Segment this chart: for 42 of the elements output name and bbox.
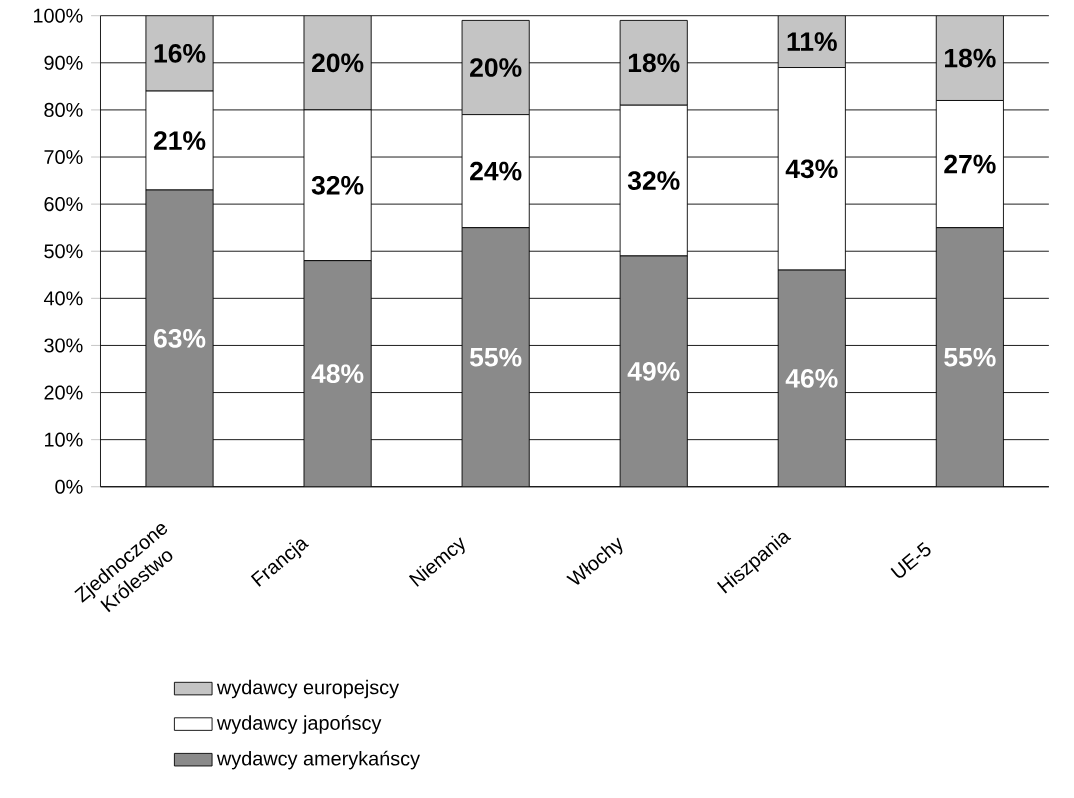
bar xyxy=(777,269,846,487)
y-tick-label: 20% xyxy=(44,385,83,400)
data-label: 48% xyxy=(311,364,364,384)
data-label: 63% xyxy=(153,329,206,348)
bar xyxy=(619,255,688,487)
y-tick-label: 0% xyxy=(55,479,83,494)
data-label: 32% xyxy=(311,176,364,195)
data-label: 20% xyxy=(312,53,364,73)
bar xyxy=(619,20,688,106)
data-label: 43% xyxy=(785,159,838,179)
data-label: 16% xyxy=(154,44,206,63)
bar xyxy=(303,15,372,111)
legend-label: wydawcy amerykańscy xyxy=(216,750,420,770)
data-label: 27% xyxy=(944,154,996,174)
bar xyxy=(461,227,530,487)
y-tick-label: 40% xyxy=(43,291,83,306)
y-tick-label: 90% xyxy=(44,55,83,71)
bar xyxy=(935,227,1004,487)
y-tick-label: 10% xyxy=(45,432,83,447)
data-label: 49% xyxy=(627,362,680,381)
y-tick-label: 60% xyxy=(44,197,83,212)
bar xyxy=(303,260,372,487)
bar xyxy=(935,15,1004,102)
y-tick-label: 70% xyxy=(44,150,83,165)
data-label: 21% xyxy=(153,131,206,151)
y-tick-label: 30% xyxy=(44,338,83,353)
y-tick-label: 50% xyxy=(44,244,83,259)
legend-label: wydawcy europejscy xyxy=(216,679,400,699)
data-label: 55% xyxy=(469,348,522,367)
data-label: 18% xyxy=(945,48,996,68)
bar xyxy=(145,189,214,487)
bar xyxy=(461,20,530,116)
y-tick-label: 100% xyxy=(33,8,83,23)
y-tick-label: 80% xyxy=(44,103,83,118)
data-label: 55% xyxy=(944,348,996,367)
data-label: 11% xyxy=(787,32,837,52)
data-label: 18% xyxy=(628,53,680,73)
data-label: 46% xyxy=(785,369,838,388)
data-label: 24% xyxy=(470,161,522,181)
legend-label: wydawcy japońscy xyxy=(216,715,382,735)
data-label: 20% xyxy=(470,58,522,78)
data-label: 32% xyxy=(627,171,680,191)
